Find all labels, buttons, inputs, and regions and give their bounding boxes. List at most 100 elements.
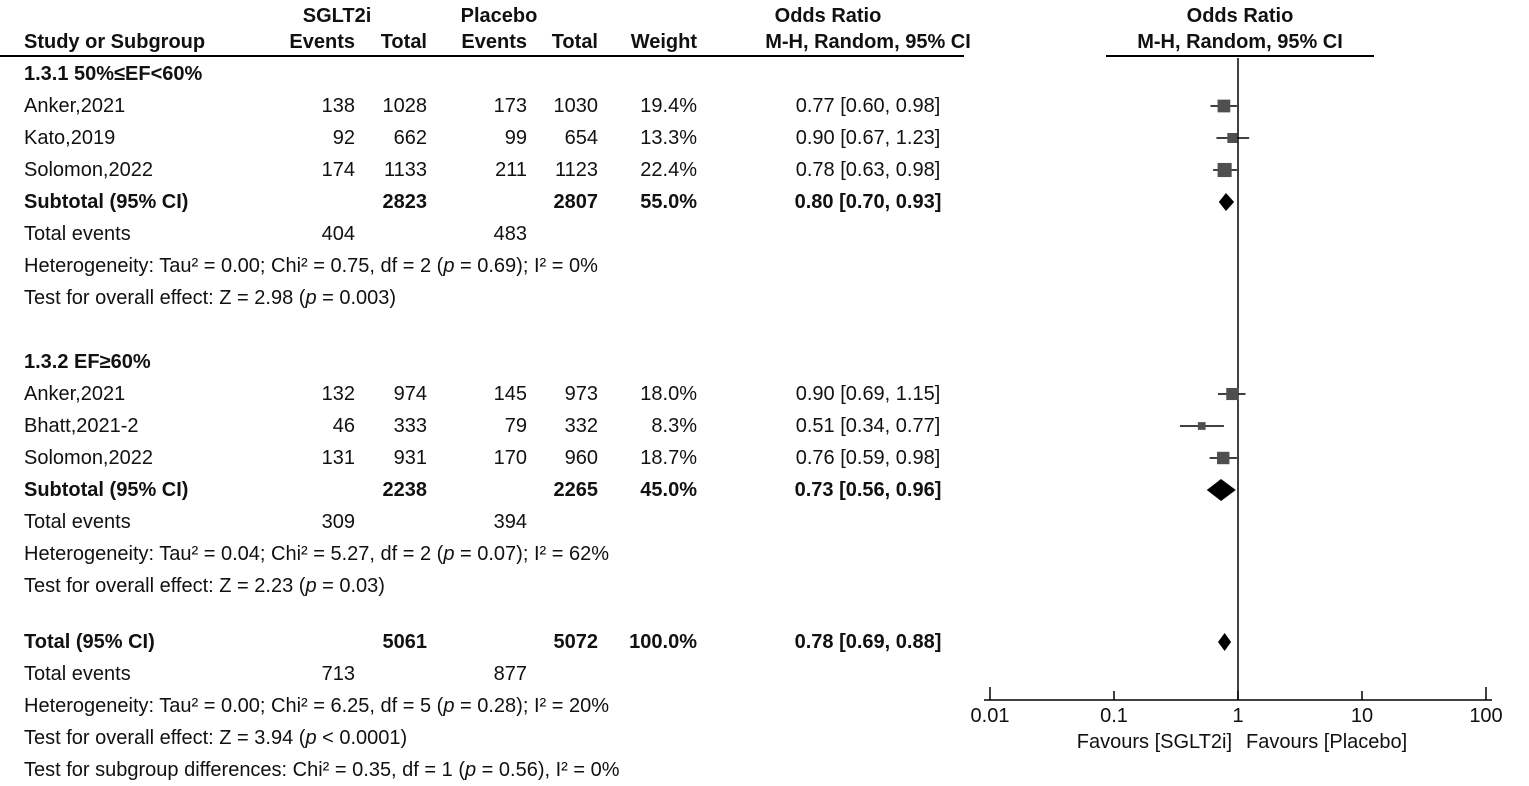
study-row: Bhatt,2021-2 46 333 79 332 8.3% 0.51 [0.34, 0.… — [0, 410, 1529, 442]
ci-text: 0.78 [0.69, 0.88] — [794, 631, 942, 653]
spacer-row — [0, 314, 1529, 346]
row-label: Total events — [24, 663, 131, 685]
study-label: Anker,2021 — [24, 95, 126, 117]
events-placebo: 99 — [504, 127, 527, 149]
study-label: Solomon,2022 — [24, 447, 153, 469]
events-sglt2i: 309 — [321, 511, 355, 533]
events-placebo: 170 — [493, 447, 527, 469]
row-label: Subtotal (95% CI) — [24, 479, 189, 501]
row-label: Subtotal (95% CI) — [24, 191, 189, 213]
weight-value: 18.0% — [640, 383, 697, 405]
total-placebo: 654 — [564, 127, 598, 149]
study-label: Anker,2021 — [24, 383, 126, 405]
ci-text: 0.51 [0.34, 0.77] — [795, 415, 941, 437]
total-placebo: 1030 — [553, 95, 599, 117]
ci-text: 0.77 [0.60, 0.98] — [795, 95, 941, 117]
total-row: Total (95% CI) 5061 5072 100.0% 0.78 [0.69, … — [0, 626, 1529, 658]
column-headers: Study or Subgroup Events Total Events To… — [0, 30, 971, 57]
column-header-total-placebo: Total — [551, 31, 598, 53]
total-sglt2i: 5061 — [382, 631, 428, 653]
row-label: Total (95% CI) — [24, 631, 155, 653]
events-placebo: 394 — [493, 511, 527, 533]
total-placebo: 332 — [564, 415, 598, 437]
ci-text: 0.90 [0.69, 1.15] — [795, 383, 941, 405]
column-header-events-sglt2i: Events — [289, 31, 355, 53]
subtotal-row: Subtotal (95% CI) 2823 2807 55.0% 0.80 [0.70… — [0, 186, 1529, 218]
ci-text: 0.90 [0.67, 1.23] — [795, 127, 941, 149]
weight-value: 22.4% — [640, 159, 697, 181]
events-sglt2i: 404 — [321, 223, 355, 245]
row-label: Heterogeneity: Tau² = 0.00; Chi² = 6.25,… — [24, 695, 609, 717]
row-label: Total events — [24, 511, 131, 533]
total-placebo: 2265 — [553, 479, 599, 501]
total-sglt2i: 2238 — [382, 479, 428, 501]
events-placebo: 483 — [493, 223, 527, 245]
weight-value: 45.0% — [640, 479, 697, 501]
total-placebo: 2807 — [553, 191, 599, 213]
row-label: Heterogeneity: Tau² = 0.04; Chi² = 5.27,… — [24, 543, 609, 565]
events-sglt2i: 138 — [321, 95, 355, 117]
axis-tick-label: 0.1 — [1100, 705, 1128, 727]
events-row: Total events 309 394 — [0, 506, 1529, 538]
note-row: Heterogeneity: Tau² = 0.04; Chi² = 5.27,… — [0, 538, 1529, 570]
total-sglt2i: 1133 — [383, 159, 427, 181]
total-sglt2i: 1028 — [382, 95, 428, 117]
row-label: 1.3.1 50%≤EF<60% — [24, 63, 203, 85]
axis-tick-label: 1 — [1232, 705, 1244, 727]
study-label: Solomon,2022 — [24, 159, 153, 181]
note-row: Test for overall effect: Z = 3.94 (p < 0… — [0, 722, 1529, 754]
column-header-ci: M-H, Random, 95% CI — [765, 31, 971, 53]
axis-tick-labels: 0.01 0.1 1 10 100 — [0, 704, 1529, 728]
group-header-sglt2i: SGLT2i — [302, 5, 372, 27]
odds-ratio-header-plot: Odds Ratio — [1186, 5, 1294, 27]
weight-value: 13.3% — [640, 127, 697, 149]
total-sglt2i: 974 — [393, 383, 427, 405]
row-label: Total events — [24, 223, 131, 245]
row-label: Test for overall effect: Z = 2.23 (p = 0… — [24, 575, 385, 597]
events-placebo: 211 — [495, 159, 527, 181]
study-row: Anker,2021 138 1028 173 1030 19.4% 0.77 [0.60,… — [0, 90, 1529, 122]
study-row: Anker,2021 132 974 145 973 18.0% 0.90 [0.69, 1… — [0, 378, 1529, 410]
note-row: Test for subgroup differences: Chi² = 0.… — [0, 754, 1529, 786]
favours-labels: Favours [SGLT2i] Favours [Placebo] — [0, 731, 1529, 757]
weight-value: 19.4% — [640, 95, 697, 117]
events-sglt2i: 713 — [321, 663, 355, 685]
events-row: Total events 713 877 — [0, 658, 1529, 690]
favours-right-label: Favours [Placebo] — [1246, 731, 1408, 753]
events-sglt2i: 174 — [321, 159, 355, 181]
note-row: Test for overall effect: Z = 2.98 (p = 0… — [0, 282, 1529, 314]
total-sglt2i: 662 — [393, 127, 427, 149]
group-header-placebo: Placebo — [460, 5, 538, 27]
total-placebo: 5072 — [553, 631, 599, 653]
study-row: Solomon,2022 174 1133 211 1123 22.4% 0.78 [0.6… — [0, 154, 1529, 186]
favours-left-label: Favours [SGLT2i] — [1076, 731, 1232, 753]
row-label: Test for overall effect: Z = 2.98 (p = 0… — [24, 287, 397, 309]
events-placebo: 79 — [504, 415, 527, 437]
row-label: Test for overall effect: Z = 3.94 (p < 0… — [24, 727, 408, 749]
row-label: Heterogeneity: Tau² = 0.00; Chi² = 0.75,… — [24, 255, 598, 277]
weight-value: 100.0% — [629, 631, 697, 653]
row-label: Test for subgroup differences: Chi² = 0.… — [24, 759, 620, 781]
total-placebo: 973 — [564, 383, 598, 405]
axis-tick-label: 10 — [1350, 705, 1374, 727]
study-label: Kato,2019 — [24, 127, 116, 149]
ci-text: 0.76 [0.59, 0.98] — [795, 447, 941, 469]
note-row: Test for overall effect: Z = 2.23 (p = 0… — [0, 570, 1529, 602]
weight-value: 18.7% — [640, 447, 697, 469]
events-sglt2i: 132 — [321, 383, 355, 405]
events-placebo: 145 — [493, 383, 527, 405]
events-placebo: 877 — [493, 663, 527, 685]
study-label: Bhatt,2021-2 — [24, 415, 139, 437]
column-header-weight: Weight — [630, 31, 697, 53]
subgroup-row: 1.3.2 EF≥60% — [0, 346, 1529, 378]
spacer-row — [0, 602, 1529, 626]
study-row: Kato,2019 92 662 99 654 13.3% 0.90 [0.67, 1.23… — [0, 122, 1529, 154]
note-row: Heterogeneity: Tau² = 0.00; Chi² = 0.75,… — [0, 250, 1529, 282]
study-row: Solomon,2022 131 931 170 960 18.7% 0.76 [0.59,… — [0, 442, 1529, 474]
total-placebo: 1123 — [554, 159, 598, 181]
events-placebo: 173 — [493, 95, 527, 117]
axis-tick-label: 0.01 — [970, 705, 1010, 727]
events-sglt2i: 92 — [332, 127, 355, 149]
events-sglt2i: 131 — [321, 447, 355, 469]
